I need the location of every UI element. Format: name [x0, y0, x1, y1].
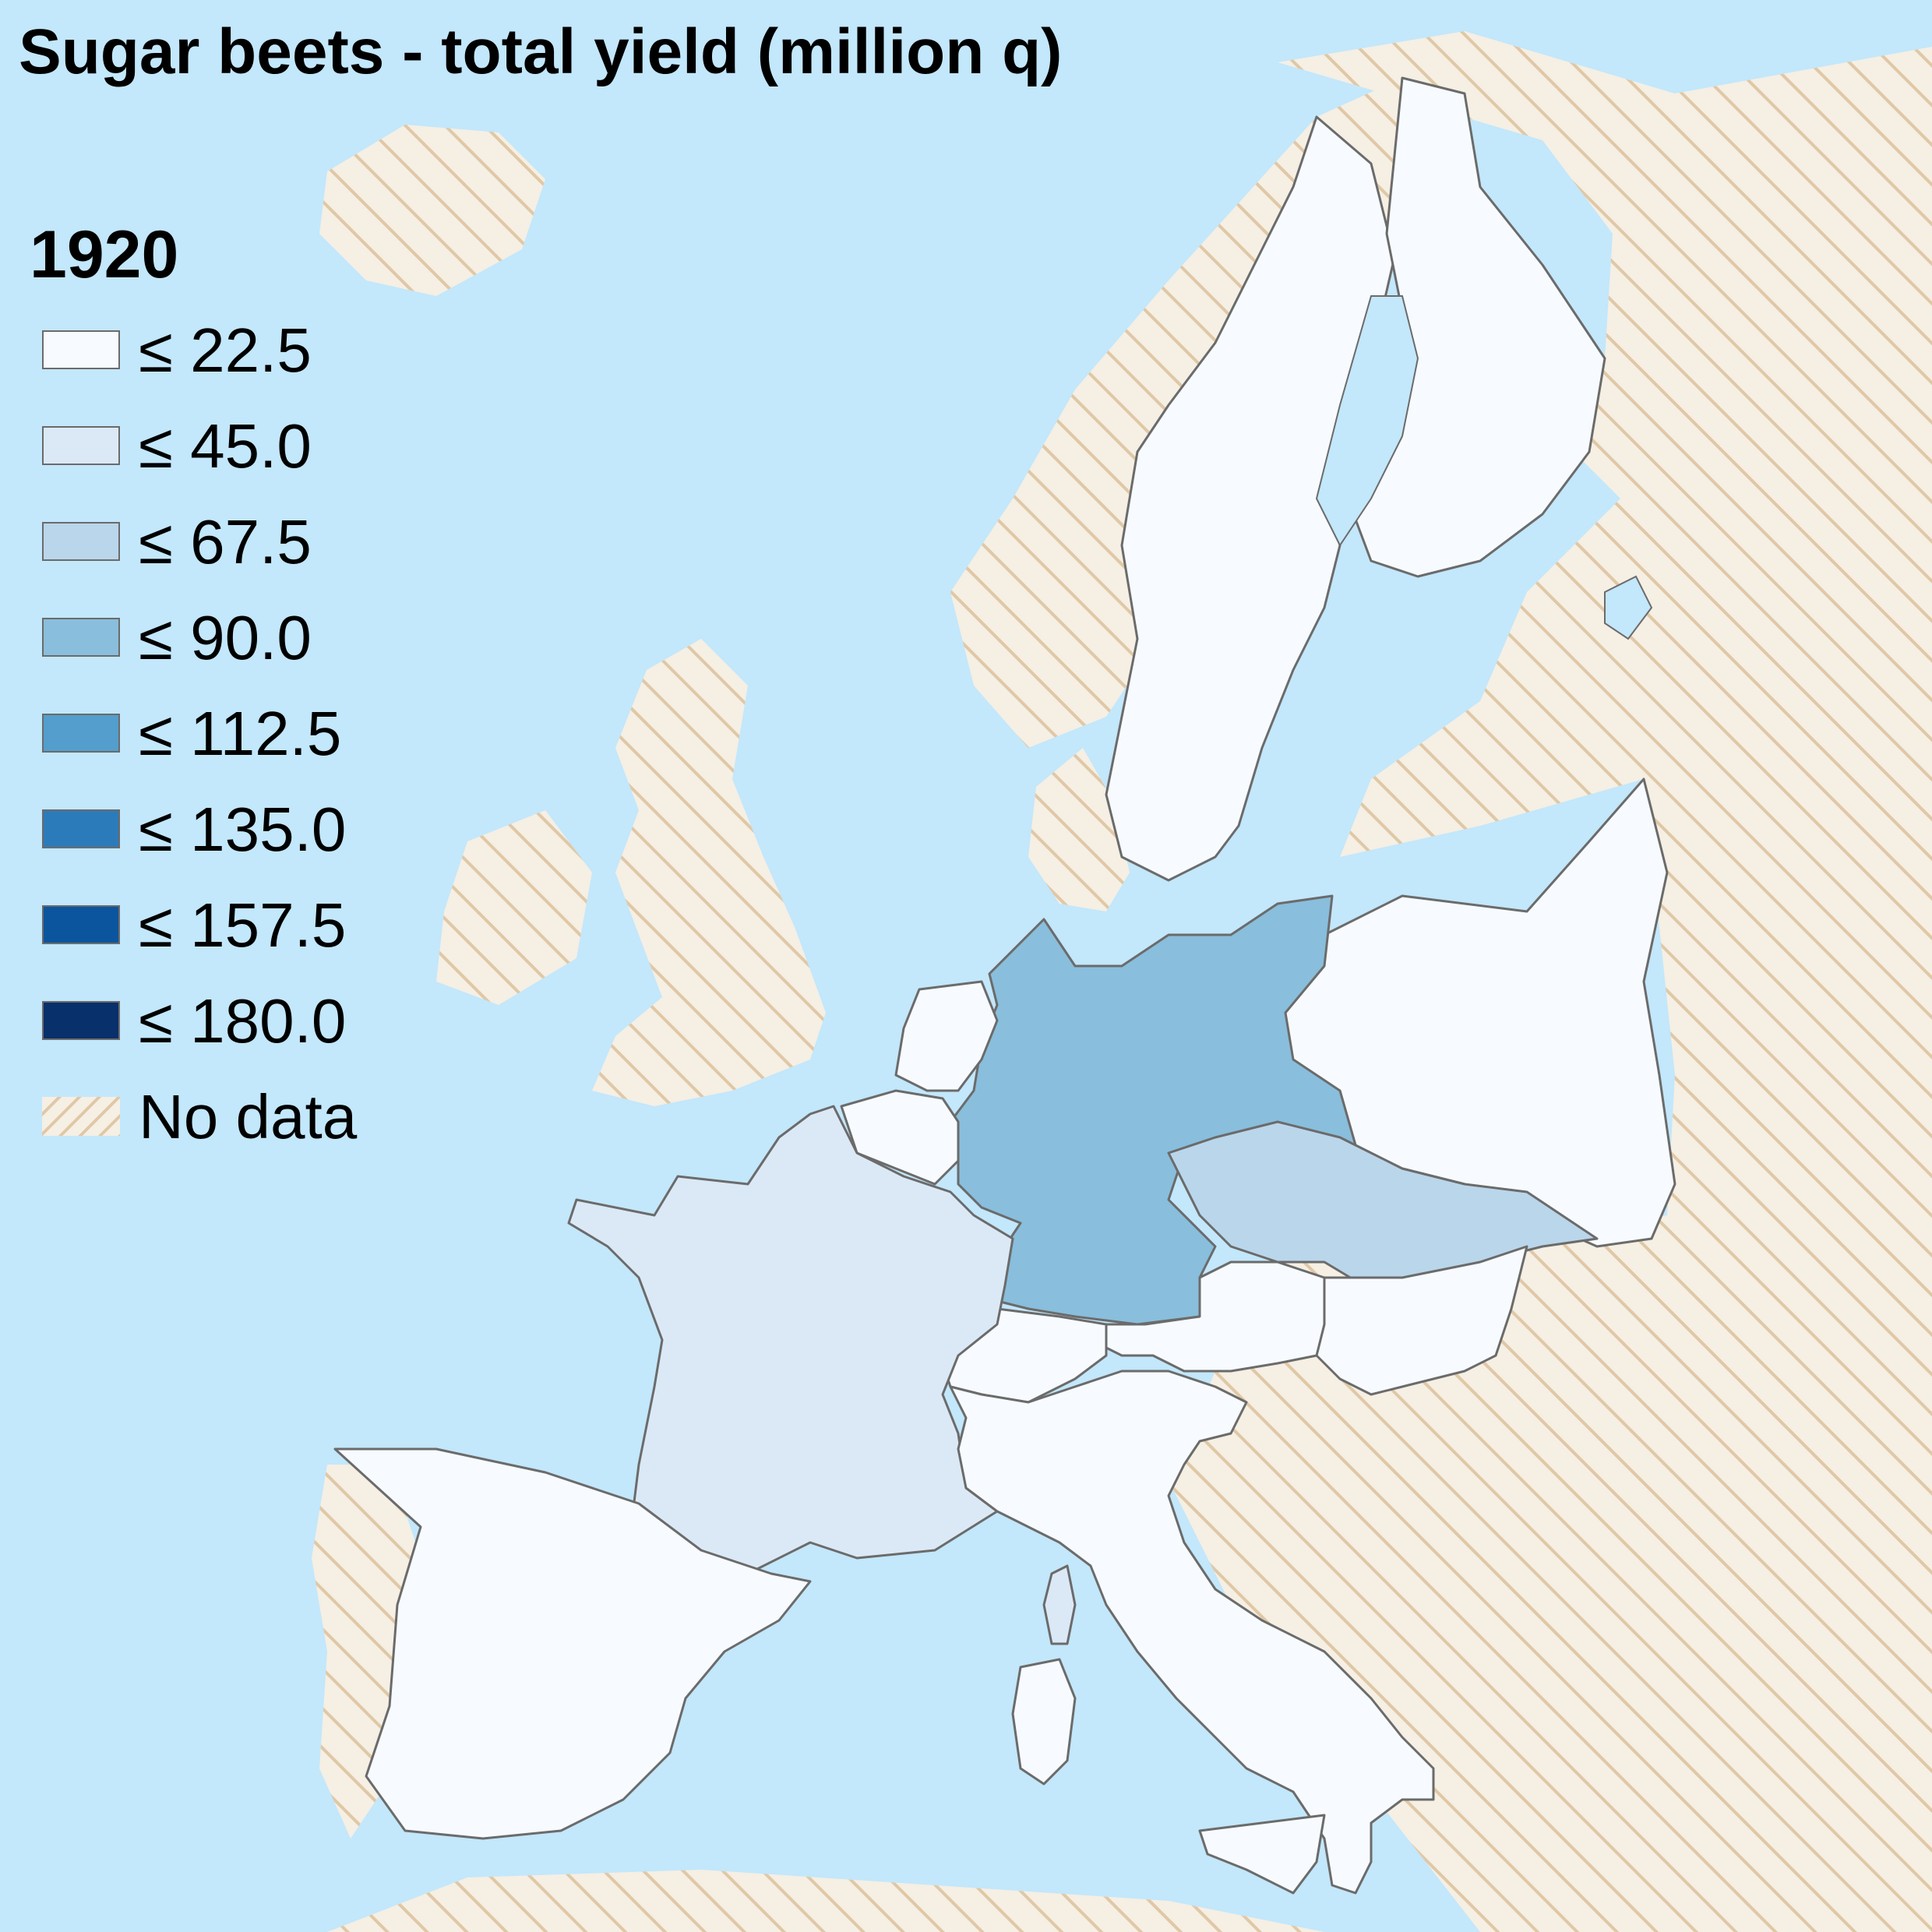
legend-swatch: [42, 330, 120, 369]
region-france: [567, 1105, 1014, 1575]
legend-swatch: [42, 522, 120, 561]
legend-label: ≤ 67.5: [139, 507, 312, 576]
legend-swatch: [42, 618, 120, 657]
legend-label: ≤ 45.0: [139, 411, 312, 481]
region-denmark: [1028, 748, 1130, 911]
region-corsica: [1042, 1564, 1077, 1645]
region-great-britain: [592, 639, 826, 1106]
region-ireland: [436, 810, 592, 1005]
legend-label: ≤ 135.0: [139, 795, 347, 864]
legend-label: ≤ 157.5: [139, 890, 347, 960]
legend-swatch: [42, 1001, 120, 1040]
legend-label: ≤ 90.0: [139, 603, 312, 672]
region-finland: [1346, 76, 1606, 578]
legend-swatch: [42, 905, 120, 944]
region-north-africa: [327, 1870, 1324, 1932]
legend-swatch: [42, 714, 120, 753]
legend-swatch-no-data: [42, 1097, 120, 1136]
region-italy: [949, 1370, 1435, 1895]
region-sicily: [1198, 1814, 1326, 1895]
legend-label-no-data: No data: [139, 1082, 358, 1151]
region-iceland: [319, 125, 545, 296]
region-portugal: [312, 1465, 421, 1839]
inland-water: [1315, 295, 1653, 640]
map-title: Sugar beets - total yield (million q): [19, 16, 1063, 87]
data-regions: [333, 76, 1676, 1895]
legend-label: ≤ 180.0: [139, 986, 347, 1056]
region-austria: [1089, 1260, 1326, 1373]
legend-label: ≤ 22.5: [139, 316, 312, 385]
region-sardinia: [1011, 1658, 1077, 1786]
region-spain: [333, 1447, 812, 1840]
legend-label: ≤ 112.5: [139, 699, 342, 768]
region-netherlands: [894, 980, 999, 1092]
legend-swatch: [42, 426, 120, 465]
lake-ladoga: [1604, 575, 1653, 640]
year-label: 1920: [30, 217, 179, 292]
legend-swatch: [42, 809, 120, 848]
gulf-of-bothnia: [1315, 295, 1419, 547]
region-czechoslovakia: [1167, 1120, 1599, 1287]
region-eastern-europe: [1169, 31, 1932, 1932]
